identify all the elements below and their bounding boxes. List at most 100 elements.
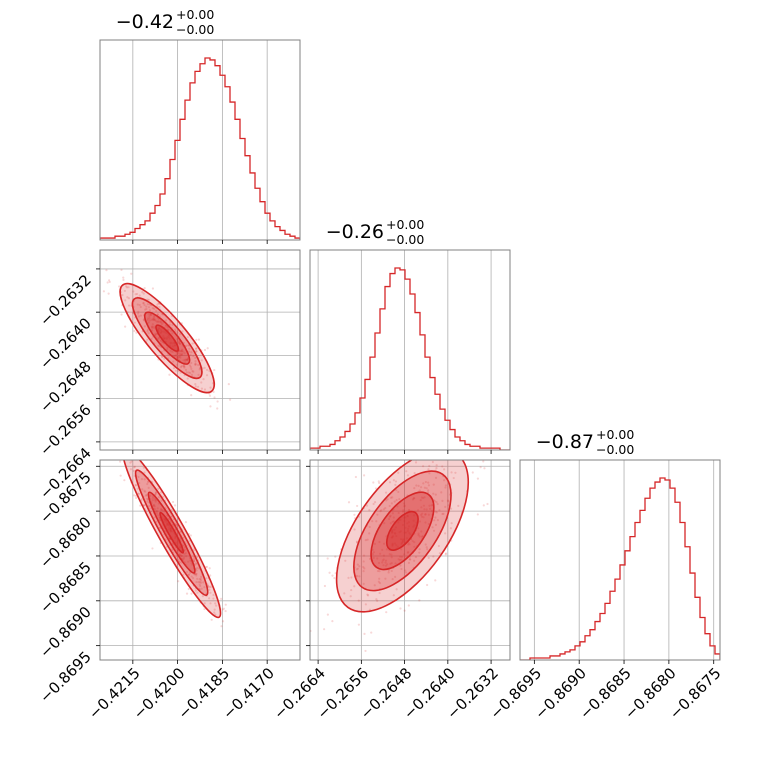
scatter-point: [419, 499, 422, 502]
scatter-point: [187, 350, 191, 353]
scatter-point: [153, 505, 156, 508]
scatter-point: [374, 487, 378, 490]
scatter-point: [169, 527, 172, 530]
scatter-point: [422, 482, 425, 485]
scatter-point: [184, 368, 188, 372]
scatter-point: [181, 330, 184, 333]
panel-content: [100, 57, 300, 240]
scatter-point: [180, 364, 183, 368]
contour-level: [385, 510, 419, 551]
scatter-point: [430, 504, 433, 507]
scatter-point: [143, 478, 146, 481]
panel-frame: [99, 459, 301, 661]
scatter-point: [200, 587, 203, 590]
scatter-point: [391, 496, 394, 499]
scatter-point: [166, 522, 169, 525]
scatter-point: [443, 468, 446, 471]
scatter-point: [146, 497, 149, 500]
scatter-point: [441, 499, 444, 503]
scatter-point: [350, 588, 353, 592]
scatter-point: [127, 286, 130, 289]
scatter-point: [349, 595, 352, 598]
scatter-point: [431, 460, 434, 464]
scatter-point: [177, 341, 181, 344]
scatter-point: [373, 542, 377, 546]
scatter-point: [137, 492, 141, 495]
scatter-point: [189, 559, 192, 562]
scatter-point: [398, 531, 401, 534]
scatter-point: [164, 324, 167, 327]
scatter-point: [395, 489, 398, 492]
scatter-point: [393, 528, 396, 531]
panel-content: [310, 452, 489, 653]
scatter-point: [184, 358, 187, 361]
histogram-step-0: [100, 57, 300, 240]
scatter-point: [444, 552, 448, 555]
scatter-point: [326, 613, 329, 616]
scatter-point: [133, 466, 136, 469]
scatter-point: [400, 567, 403, 571]
scatter-point: [407, 604, 410, 607]
contour-level: [131, 297, 203, 380]
scatter-point: [413, 541, 416, 544]
scatter-point: [186, 358, 189, 362]
scatter-point: [371, 553, 374, 556]
panel-background: [520, 460, 720, 660]
scatter-point: [159, 339, 163, 343]
scatter-point: [158, 519, 161, 522]
scatter-point: [166, 523, 170, 527]
scatter-point: [151, 325, 154, 328]
scatter-point: [408, 531, 411, 534]
scatter-point: [159, 331, 163, 334]
scatter-point: [178, 355, 181, 358]
scatter-point: [144, 308, 147, 311]
scatter-point: [376, 557, 379, 560]
scatter-point: [142, 466, 145, 469]
scatter-point: [187, 344, 190, 347]
scatter-point: [433, 519, 436, 522]
scatter-point: [449, 527, 453, 530]
scatter-point: [431, 452, 433, 454]
scatter-point: [155, 320, 159, 323]
scatter-point: [188, 347, 191, 350]
scatter-point: [414, 555, 418, 559]
scatter-point: [182, 359, 185, 362]
scatter-point: [157, 338, 160, 341]
scatter-point: [186, 358, 189, 362]
panel-background: [310, 460, 510, 660]
scatter-point: [183, 352, 186, 355]
scatter-point: [356, 567, 360, 570]
scatter-point: [213, 368, 216, 372]
scatter-point: [413, 524, 416, 527]
scatter-point: [179, 349, 182, 353]
scatter-point: [120, 268, 123, 272]
scatter-point: [132, 290, 135, 293]
scatter-point: [450, 522, 453, 525]
scatter-point: [224, 603, 227, 606]
scatter-point: [149, 494, 152, 497]
scatter-point: [373, 584, 376, 587]
scatter-point: [397, 471, 400, 474]
scatter-point: [390, 529, 393, 533]
scatter-point: [182, 556, 186, 559]
scatter-point: [195, 580, 198, 584]
scatter-point: [203, 388, 207, 391]
scatter-point: [146, 338, 149, 341]
scatter-point: [150, 337, 153, 340]
scatter-point: [389, 514, 392, 517]
scatter-point: [141, 488, 144, 491]
scatter-point: [134, 483, 138, 486]
scatter-point: [136, 487, 139, 490]
scatter-point: [150, 329, 154, 332]
scatter-point: [164, 518, 167, 521]
scatter-point: [418, 452, 420, 454]
scatter-point: [160, 321, 163, 324]
panel-frame: [99, 249, 301, 451]
scatter-point: [391, 543, 394, 546]
scatter-point: [423, 496, 426, 499]
scatter-point: [358, 565, 361, 568]
scatter-point: [174, 369, 178, 372]
scatter-point: [170, 350, 173, 353]
scatter-point: [186, 357, 189, 361]
scatter-point: [400, 558, 403, 561]
